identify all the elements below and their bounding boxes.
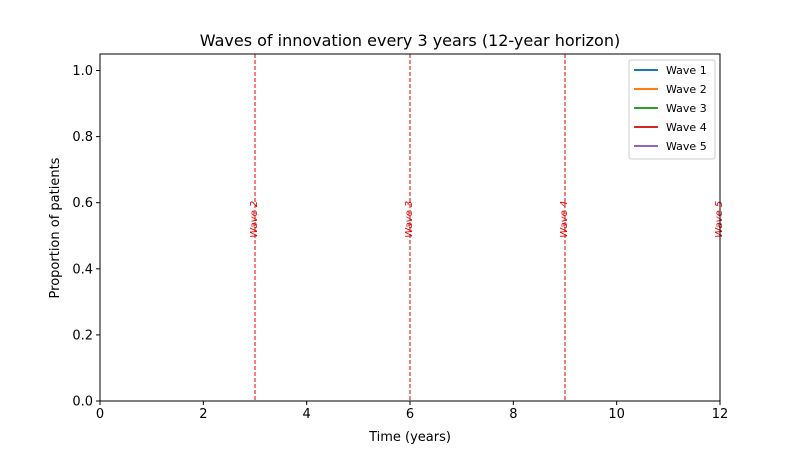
wave-marker-label: Wave 4: [559, 201, 570, 238]
y-tick-label: 0.6: [72, 196, 93, 211]
y-axis-label: Proportion of patients: [48, 157, 63, 298]
x-axis-label: Time (years): [368, 430, 451, 445]
x-tick-label: 6: [406, 407, 414, 422]
legend-entry: Wave 4: [666, 121, 707, 134]
legend-entry: Wave 5: [666, 140, 707, 153]
y-tick-label: 0.4: [72, 262, 93, 277]
x-tick-label: 10: [608, 407, 625, 422]
x-axis: 0 2 4 6 8 10 12: [96, 401, 728, 422]
legend-entry: Wave 3: [666, 102, 707, 115]
y-tick-label: 0.8: [72, 130, 93, 145]
legend: Wave 1 Wave 2 Wave 3 Wave 4 Wave 5: [628, 59, 716, 160]
x-tick-label: 0: [96, 407, 104, 422]
wave-marker-label: Wave 3: [404, 201, 415, 238]
wave-marker-label: Wave 2: [249, 201, 260, 238]
y-tick-label: 0.2: [72, 328, 93, 343]
x-tick-label: 8: [509, 407, 517, 422]
x-tick-label: 12: [712, 407, 729, 422]
legend-box: [628, 59, 716, 160]
y-axis: 0.0 0.2 0.4 0.6 0.8 1.0: [72, 64, 100, 410]
chart-title: Waves of innovation every 3 years (12-ye…: [200, 31, 620, 50]
x-tick-label: 2: [199, 407, 207, 422]
x-tick-label: 4: [303, 407, 311, 422]
legend-entry: Wave 1: [666, 64, 707, 77]
y-tick-label: 1.0: [72, 64, 93, 79]
legend-entry: Wave 2: [666, 83, 707, 96]
y-tick-label: 0.0: [72, 395, 93, 410]
